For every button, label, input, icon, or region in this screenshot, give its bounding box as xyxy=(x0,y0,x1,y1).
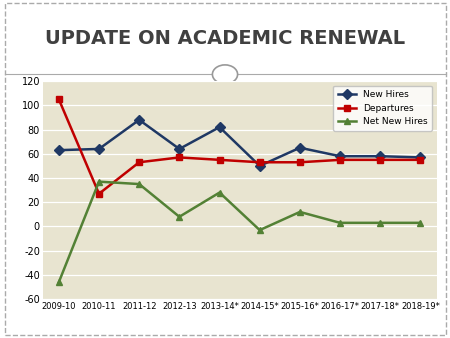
Text: UPDATE ON ACADEMIC RENEWAL: UPDATE ON ACADEMIC RENEWAL xyxy=(45,29,405,48)
Circle shape xyxy=(212,65,238,84)
Legend: New Hires, Departures, Net New Hires: New Hires, Departures, Net New Hires xyxy=(333,86,432,131)
Text: *estimate: *estimate xyxy=(11,317,56,326)
